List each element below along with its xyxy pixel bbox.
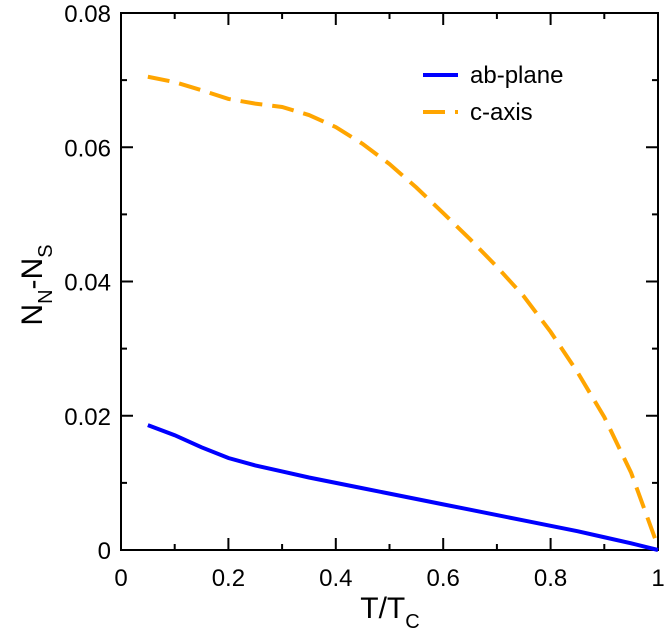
x-tick-label: 1	[651, 565, 664, 592]
legend-label: c-axis	[470, 99, 533, 126]
legend-label: ab-plane	[470, 62, 563, 89]
x-tick-label: 0.2	[212, 565, 245, 592]
y-label-part: -N	[16, 258, 49, 290]
series-line	[147, 74, 660, 548]
series-line	[147, 423, 659, 552]
y-tick-label: 0.04	[64, 270, 111, 297]
x-tick-label: 0.8	[534, 565, 567, 592]
y-tick-label: 0	[98, 538, 111, 565]
y-label-part: N	[16, 304, 49, 326]
y-tick-label: 0.02	[64, 404, 111, 431]
x-axis-label: T/TC	[360, 592, 419, 633]
y-label-sub: S	[35, 244, 57, 257]
x-label-sub: C	[405, 611, 419, 633]
y-tick-label: 0.06	[64, 135, 111, 162]
y-label-sub: N	[35, 289, 57, 303]
x-label-main: T/T	[360, 592, 405, 625]
y-tick-label: 0.08	[64, 1, 111, 28]
x-tick-label: 0.4	[319, 565, 352, 592]
x-tick-label: 0.6	[427, 565, 460, 592]
plot-frame	[120, 12, 659, 551]
x-tick-label: 0	[114, 565, 127, 592]
y-axis-label: NN-NS	[16, 244, 57, 325]
